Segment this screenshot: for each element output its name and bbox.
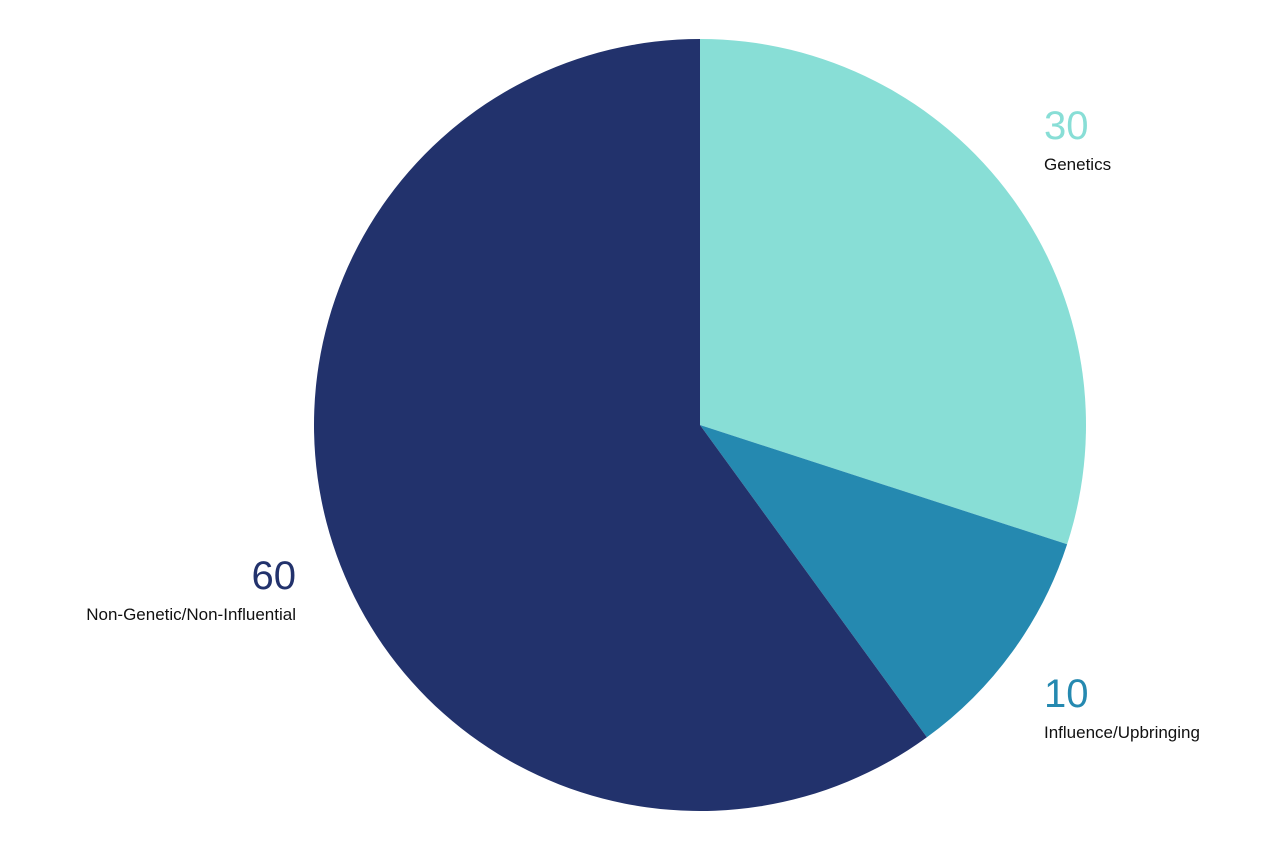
data-label-name: Genetics — [1044, 155, 1112, 174]
data-label-value: 10 — [1044, 672, 1089, 716]
data-label-name: Non-Genetic/Non-Influential — [86, 605, 296, 624]
data-label-name: Influence/Upbringing — [1044, 723, 1200, 742]
pie-slice-influence — [700, 425, 1068, 738]
pie-slice-genetics — [700, 39, 1086, 545]
slice-label-influence: 10 Influence/Upbringing — [1044, 674, 1200, 741]
slice-label-genetics: 30 Genetics — [1044, 106, 1111, 173]
slice-label-non-genetic: 60 Non-Genetic/Non-Influential — [86, 556, 296, 623]
pie-slice-non-genetic — [314, 39, 927, 811]
data-label-value: 30 — [1044, 104, 1089, 148]
data-label-value: 60 — [251, 554, 297, 598]
